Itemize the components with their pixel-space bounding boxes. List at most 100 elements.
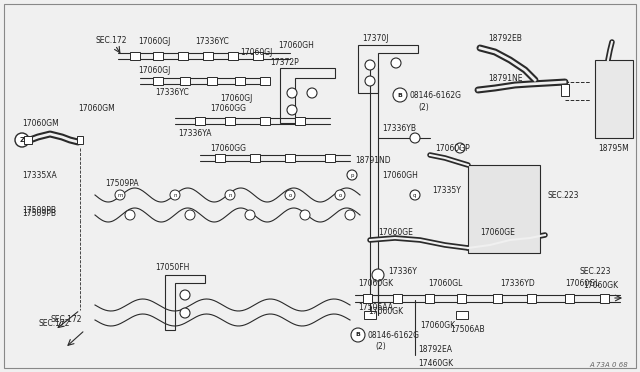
Text: 17509PB: 17509PB [22, 208, 56, 218]
Text: 18791ND: 18791ND [355, 155, 390, 164]
Bar [203, 52, 213, 60]
Circle shape [287, 88, 297, 98]
Bar [458, 294, 467, 302]
Text: 17060GK: 17060GK [583, 280, 618, 289]
Text: 17335XA: 17335XA [22, 170, 57, 180]
Text: 17336YB: 17336YB [382, 124, 416, 132]
Bar [561, 84, 569, 96]
Circle shape [351, 328, 365, 342]
Text: 17060GG: 17060GG [210, 103, 246, 112]
Circle shape [285, 190, 295, 200]
Bar [364, 311, 376, 319]
Text: 18791NE: 18791NE [488, 74, 522, 83]
Circle shape [300, 210, 310, 220]
Bar [566, 294, 575, 302]
Circle shape [245, 210, 255, 220]
Text: 18792EA: 18792EA [418, 346, 452, 355]
Bar [225, 117, 235, 125]
Text: 17460GK: 17460GK [418, 359, 453, 368]
Circle shape [180, 308, 190, 318]
Bar [235, 77, 245, 85]
Bar [153, 77, 163, 85]
Bar [24, 136, 32, 144]
Text: 17336Y: 17336Y [388, 267, 417, 276]
Text: o: o [288, 192, 292, 198]
Text: 17060GJ: 17060GJ [220, 93, 252, 103]
Text: 17060GJ: 17060GJ [138, 36, 170, 45]
Text: SEC.172: SEC.172 [38, 318, 70, 327]
Bar [527, 294, 536, 302]
Text: 17336YD: 17336YD [500, 279, 535, 288]
Text: SEC.172: SEC.172 [95, 35, 127, 45]
Text: 17506AA: 17506AA [358, 302, 393, 311]
Text: 17060GM: 17060GM [78, 103, 115, 112]
Text: 17336YC: 17336YC [195, 36, 228, 45]
Bar [295, 117, 305, 125]
Circle shape [345, 210, 355, 220]
Bar [394, 294, 403, 302]
Text: 17336YA: 17336YA [178, 128, 211, 138]
Bar [153, 52, 163, 60]
Bar [285, 154, 295, 162]
Text: A 73A 0 68: A 73A 0 68 [589, 362, 628, 368]
Text: 17060GH: 17060GH [278, 41, 314, 49]
Text: 17060GK: 17060GK [368, 308, 403, 317]
Text: n: n [228, 192, 232, 198]
Bar [260, 117, 270, 125]
Text: 17060GJ: 17060GJ [138, 65, 170, 74]
Text: o: o [339, 192, 342, 198]
Bar [325, 154, 335, 162]
Text: B: B [356, 333, 360, 337]
Circle shape [410, 190, 420, 200]
Bar [77, 136, 83, 144]
Text: 17506AB: 17506AB [450, 326, 484, 334]
Circle shape [15, 133, 29, 147]
Circle shape [410, 133, 420, 143]
Bar [250, 154, 260, 162]
Bar [130, 52, 140, 60]
Bar [178, 52, 188, 60]
Text: 17060GL: 17060GL [428, 279, 462, 288]
Text: (2): (2) [375, 343, 386, 352]
Bar [260, 77, 270, 85]
Text: 17060GK: 17060GK [420, 321, 455, 330]
Text: 17335Y: 17335Y [432, 186, 461, 195]
Text: 17060GP: 17060GP [435, 144, 470, 153]
Text: 18795M: 18795M [598, 144, 628, 153]
Bar [426, 294, 435, 302]
Bar [456, 311, 468, 319]
Circle shape [335, 190, 345, 200]
Circle shape [372, 269, 384, 281]
Text: Z: Z [19, 137, 24, 143]
Bar [207, 77, 217, 85]
Circle shape [391, 58, 401, 68]
Text: 17060GK: 17060GK [358, 279, 393, 288]
Circle shape [225, 190, 235, 200]
Bar [180, 77, 190, 85]
Bar [228, 52, 238, 60]
Circle shape [393, 88, 407, 102]
Bar [215, 154, 225, 162]
Circle shape [455, 143, 465, 153]
Circle shape [365, 60, 375, 70]
Text: 17060GJ: 17060GJ [240, 48, 273, 57]
Text: 17060GH: 17060GH [382, 170, 418, 180]
Text: 08146-6162G: 08146-6162G [368, 330, 420, 340]
Text: SEC.172: SEC.172 [50, 315, 81, 324]
Text: 17509PB: 17509PB [22, 205, 56, 215]
Circle shape [185, 210, 195, 220]
Circle shape [347, 170, 357, 180]
Circle shape [365, 76, 375, 86]
Text: SEC.223: SEC.223 [548, 190, 579, 199]
Text: r: r [459, 145, 461, 151]
Circle shape [287, 105, 297, 115]
Bar [253, 52, 263, 60]
Text: 17060GG: 17060GG [210, 144, 246, 153]
Text: n: n [173, 192, 177, 198]
Text: SEC.223: SEC.223 [580, 267, 611, 276]
Text: 08146-6162G: 08146-6162G [410, 90, 462, 99]
Bar [195, 117, 205, 125]
Text: 17060GE: 17060GE [378, 228, 413, 237]
Circle shape [125, 210, 135, 220]
Text: 17372P: 17372P [270, 58, 299, 67]
